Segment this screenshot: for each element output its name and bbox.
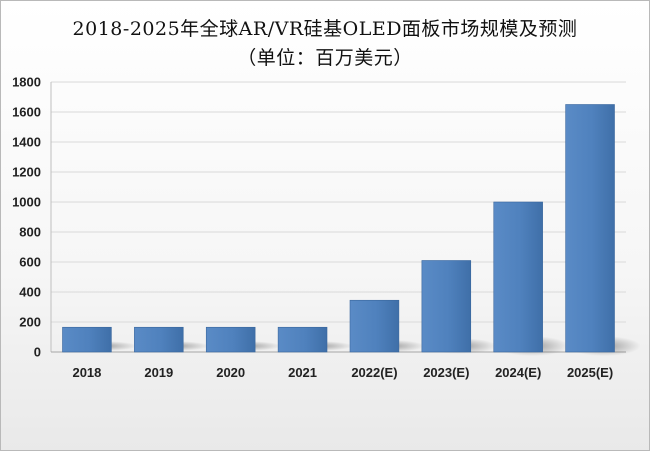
x-tick-label: 2018 (72, 365, 101, 380)
bar (421, 260, 472, 353)
y-tick-label: 600 (19, 255, 41, 270)
bar (493, 201, 543, 353)
chart-subtitle: （单位：百万美元） (237, 47, 413, 69)
y-tick-label: 800 (19, 225, 41, 240)
y-tick-label: 1000 (12, 195, 41, 210)
bar (349, 299, 400, 353)
bar (277, 326, 328, 353)
bar (565, 104, 615, 353)
x-tick-label: 2021 (288, 365, 317, 380)
y-tick-label: 1400 (12, 135, 41, 150)
bar (62, 326, 112, 353)
bar (134, 326, 184, 353)
x-tick-label: 2020 (216, 365, 245, 380)
bar (205, 326, 256, 353)
x-tick-label: 2025(E) (567, 365, 613, 380)
chart-title: 2018-2025年全球AR/VR硅基OLED面板市场规模及预测 (72, 18, 578, 40)
y-tick-label: 1600 (12, 105, 41, 120)
y-tick-label: 1800 (12, 75, 41, 90)
y-tick-label: 400 (19, 285, 41, 300)
x-tick-label: 2019 (144, 365, 173, 380)
x-tick-label: 2024(E) (495, 365, 541, 380)
x-tick-label: 2022(E) (351, 365, 397, 380)
y-tick-label: 1200 (12, 165, 41, 180)
x-tick-label: 2023(E) (423, 365, 469, 380)
y-tick-label: 0 (34, 345, 41, 360)
y-tick-label: 200 (19, 315, 41, 330)
